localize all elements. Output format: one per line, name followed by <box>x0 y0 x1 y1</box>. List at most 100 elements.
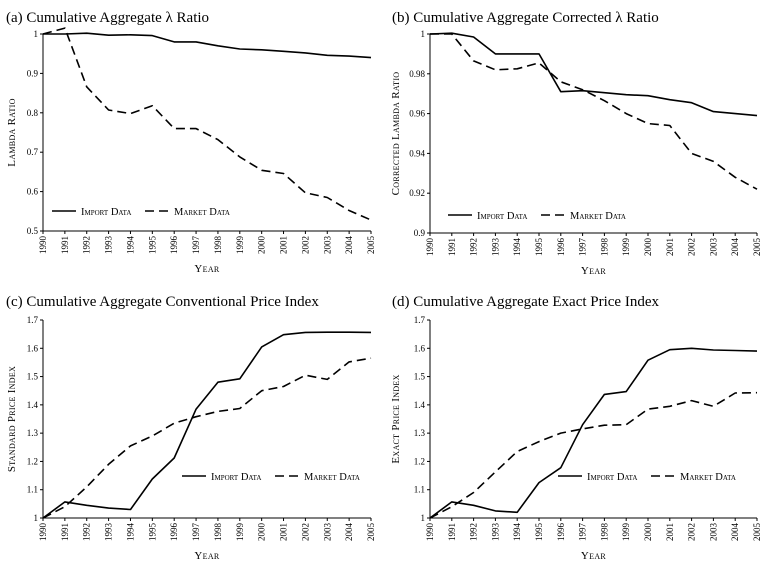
x-tick-label: 2002 <box>687 523 697 541</box>
y-tick-label: 0.5 <box>27 226 39 236</box>
chart-panel-2: (c) Cumulative Aggregate Conventional Pr… <box>6 294 376 562</box>
chart-title: (c) Cumulative Aggregate Conventional Pr… <box>6 294 319 310</box>
x-tick-label: 1995 <box>147 523 157 542</box>
x-tick-label: 2001 <box>665 238 675 256</box>
y-tick-label: 0.96 <box>409 109 425 119</box>
series-line-market-data <box>42 27 372 221</box>
x-tick-label: 1994 <box>125 236 135 255</box>
legend-label: Market Data <box>680 472 736 483</box>
x-tick-label: 1993 <box>490 523 500 542</box>
chart-title: (a) Cumulative Aggregate λ Ratio <box>6 10 209 26</box>
series-line-import-data <box>43 32 372 59</box>
y-tick-label: 1.3 <box>414 428 426 438</box>
x-tick-label: 2000 <box>257 523 267 542</box>
x-tick-label: 2003 <box>322 523 332 542</box>
y-tick-label: 0.8 <box>27 108 39 118</box>
x-tick-label: 1998 <box>213 523 223 542</box>
x-tick-label: 1990 <box>425 238 435 257</box>
y-tick-label: 1 <box>34 513 39 523</box>
y-tick-label: 1.7 <box>27 315 39 325</box>
x-tick-label: 1994 <box>125 523 135 542</box>
x-tick-label: 1991 <box>60 236 70 254</box>
chart-title: (b) Cumulative Aggregate Corrected λ Rat… <box>392 10 659 26</box>
y-tick-label: 1.2 <box>27 456 38 466</box>
x-tick-label: 1997 <box>191 236 201 255</box>
x-tick-label: 2001 <box>665 523 675 541</box>
y-tick-label: 1.1 <box>27 485 38 495</box>
x-tick-label: 1996 <box>169 523 179 542</box>
x-tick-label: 2005 <box>366 236 376 255</box>
y-axis-label: Corrected Lambda Ratio <box>390 72 402 196</box>
legend-label: Market Data <box>304 472 360 483</box>
series-line-market-data <box>429 391 758 519</box>
legend-label: Market Data <box>570 211 626 222</box>
legend-label: Import Data <box>81 207 131 218</box>
y-tick-label: 1.1 <box>414 485 425 495</box>
y-tick-label: 0.94 <box>409 148 425 158</box>
x-tick-label: 1990 <box>425 523 435 542</box>
y-tick-label: 1.7 <box>414 315 426 325</box>
x-tick-label: 2005 <box>752 238 762 257</box>
x-tick-label: 1996 <box>169 236 179 255</box>
y-tick-label: 0.92 <box>409 188 425 198</box>
legend: Import Data Market Data <box>52 207 230 218</box>
x-tick-label: 2000 <box>643 238 653 257</box>
legend-label: Import Data <box>587 472 637 483</box>
x-tick-label: 1995 <box>534 238 544 257</box>
x-tick-label: 1990 <box>38 523 48 542</box>
x-tick-label: 1992 <box>469 238 479 256</box>
x-tick-label: 1991 <box>60 523 70 541</box>
y-tick-label: 1 <box>421 513 426 523</box>
y-tick-label: 0.7 <box>27 147 39 157</box>
x-tick-label: 1991 <box>447 523 457 541</box>
legend-label: Import Data <box>477 211 527 222</box>
x-tick-label: 1991 <box>447 238 457 256</box>
x-tick-label: 2000 <box>643 523 653 542</box>
chart-panel-1: (b) Cumulative Aggregate Corrected λ Rat… <box>390 10 762 277</box>
y-tick-label: 1 <box>421 29 426 39</box>
x-tick-label: 1999 <box>621 523 631 542</box>
x-tick-label: 1996 <box>556 238 566 257</box>
x-tick-label: 2002 <box>300 236 310 254</box>
x-tick-label: 2001 <box>279 236 289 254</box>
x-tick-label: 2005 <box>366 523 376 542</box>
y-tick-label: 1.4 <box>27 400 39 410</box>
y-tick-label: 0.6 <box>27 187 39 197</box>
x-tick-label: 1990 <box>38 236 48 255</box>
x-tick-label: 2003 <box>708 523 718 542</box>
legend: Import Data Market Data <box>558 472 736 483</box>
x-tick-label: 2004 <box>344 523 354 542</box>
x-tick-label: 1994 <box>512 523 522 542</box>
y-tick-label: 1.5 <box>414 372 426 382</box>
x-tick-label: 1997 <box>191 523 201 542</box>
x-tick-label: 2005 <box>752 523 762 542</box>
x-tick-label: 1993 <box>104 523 114 542</box>
y-tick-label: 1 <box>34 29 39 39</box>
x-tick-label: 1997 <box>578 238 588 257</box>
series-line-market-data <box>430 33 758 190</box>
y-tick-label: 1.4 <box>414 400 426 410</box>
x-tick-label: 1992 <box>82 523 92 541</box>
y-axis-label: Exact Price Index <box>390 374 402 463</box>
x-tick-label: 2003 <box>322 236 332 255</box>
y-tick-label: 0.9 <box>27 68 39 78</box>
x-tick-label: 1999 <box>235 523 245 542</box>
x-tick-label: 1998 <box>213 236 223 255</box>
x-tick-label: 2004 <box>730 238 740 257</box>
y-axis-label: Standard Price Index <box>6 366 18 472</box>
chart-panel-0: (a) Cumulative Aggregate λ Ratio 0.5 0.6 0.… <box>6 10 376 275</box>
legend: Import Data Market Data <box>182 472 360 483</box>
series-line-market-data <box>42 357 372 519</box>
y-tick-label: 1.5 <box>27 372 39 382</box>
x-tick-label: 2002 <box>300 523 310 541</box>
x-tick-label: 2004 <box>344 236 354 255</box>
x-tick-label: 1995 <box>534 523 544 542</box>
y-tick-label: 1.3 <box>27 428 39 438</box>
x-tick-label: 1998 <box>599 523 609 542</box>
x-tick-label: 1996 <box>556 523 566 542</box>
x-tick-label: 1997 <box>578 523 588 542</box>
x-tick-label: 1993 <box>104 236 114 255</box>
legend: Import Data Market Data <box>448 211 626 222</box>
y-tick-label: 1.6 <box>27 343 39 353</box>
x-tick-label: 2003 <box>708 238 718 257</box>
